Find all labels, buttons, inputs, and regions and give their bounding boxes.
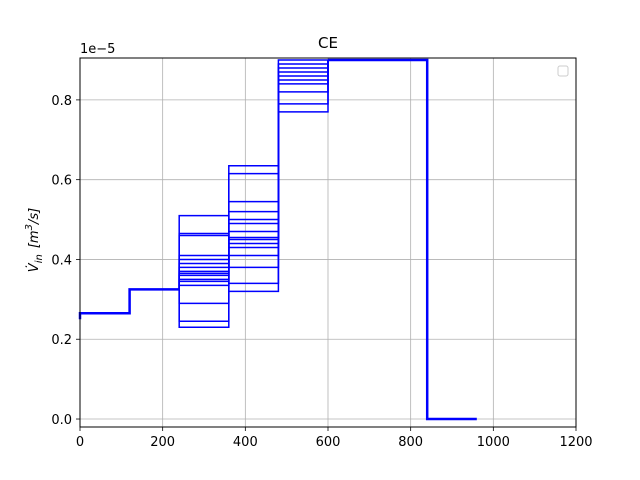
y-offset-label: 1e−5 (80, 42, 115, 57)
y-tick-label: 0.8 (51, 94, 72, 109)
x-tick-label: 800 (398, 435, 423, 450)
y-tick-label: 0.2 (51, 333, 72, 348)
y-tick-label: 0.6 (51, 174, 72, 189)
y-axis-label: V̇in[m3/s] (24, 208, 45, 272)
stage-3-line (277, 59, 328, 220)
series-group (78, 58, 477, 421)
legend-box (557, 65, 569, 77)
x-tick-label: 200 (150, 435, 175, 450)
grid (79, 58, 577, 427)
tail-series-line (328, 58, 477, 421)
x-tick-label: 400 (233, 435, 258, 450)
x-tick-label: 600 (316, 435, 341, 450)
chart-title: CE (318, 34, 338, 52)
y-tick-label: 0.0 (51, 413, 72, 428)
x-tick-label: 0 (76, 435, 84, 450)
x-tick-label: 1200 (559, 435, 592, 450)
x-tick-label: 1000 (477, 435, 510, 450)
ticks: 0 200 400 600 800 1000 1200 0.0 0.2 0.4 0.6 0.8 (51, 94, 592, 450)
y-tick-label: 0.4 (51, 253, 72, 268)
